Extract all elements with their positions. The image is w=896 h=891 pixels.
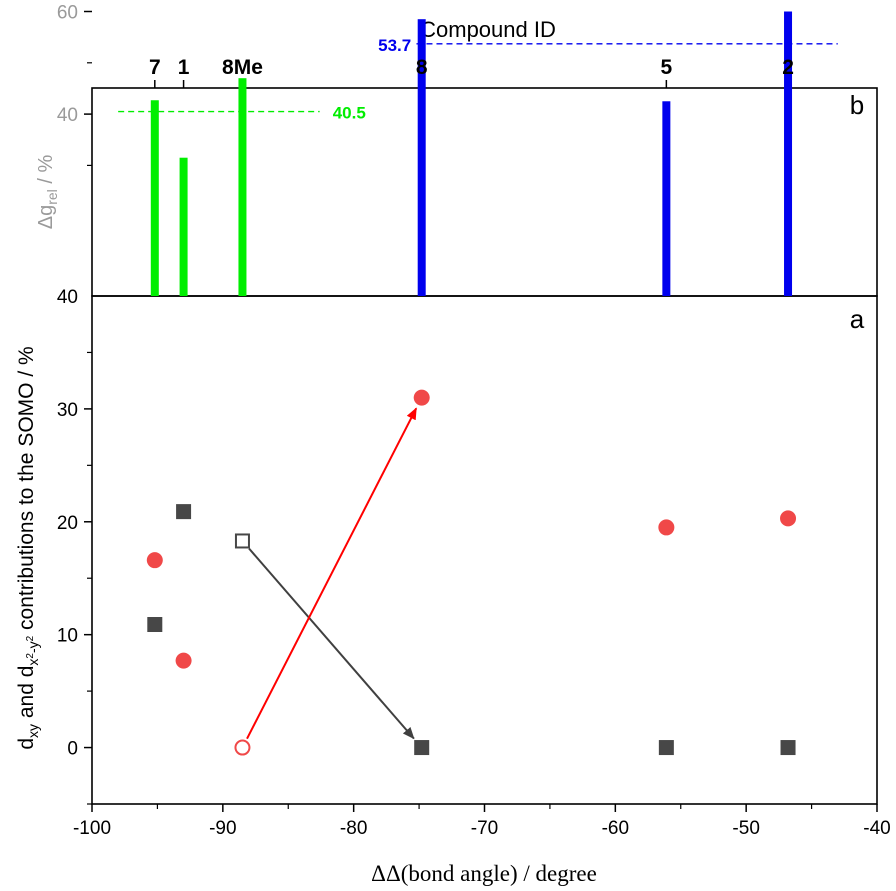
bar-marks	[150, 11, 793, 297]
tick-labels: -100 -90 -80 -70 -60 -50 -40 0 10 20 30 40 60 40 7 1 8Me…	[57, 3, 891, 840]
circle-point	[780, 510, 797, 527]
open-square-point	[234, 533, 250, 549]
square-point	[780, 740, 796, 756]
compound-id-label: 8Me	[222, 56, 263, 79]
panel-label-b: b	[850, 90, 864, 120]
y-tick-label: 0	[67, 739, 78, 760]
panel-a-frame	[91, 295, 878, 805]
bar	[179, 157, 188, 296]
panel-b-y-tick-label: 60	[57, 3, 78, 24]
arrow	[248, 547, 415, 740]
circle-point	[146, 552, 163, 569]
panel-label-a: a	[850, 304, 865, 334]
compound-id-label: 1	[178, 56, 190, 79]
panel-b-y-axis-title-unit: / %	[35, 155, 57, 190]
y-tick-label: 20	[57, 513, 78, 534]
compound-id-label: 2	[782, 56, 794, 79]
compound-id-label: 8	[416, 56, 428, 79]
x-tick-label: -50	[732, 818, 759, 839]
compound-id-label: 5	[661, 56, 673, 79]
bar	[662, 101, 671, 297]
x-tick-label: -80	[340, 818, 367, 839]
circle-point	[413, 389, 430, 406]
panel-b-y-tick-label: 40	[57, 105, 78, 126]
bar	[238, 78, 247, 296]
x-tick-label: -90	[209, 818, 236, 839]
panel-boundary-tick-label: 40	[57, 287, 78, 308]
circle-point	[175, 652, 192, 669]
average-label-blue: 53.7	[378, 36, 411, 55]
x-tick-label: -40	[863, 818, 890, 839]
scatter-marks	[146, 389, 797, 756]
panel-b-frame	[91, 87, 878, 297]
circle-point	[658, 519, 675, 536]
bar	[150, 100, 159, 297]
compound-id-label: 7	[149, 56, 161, 79]
square-point	[147, 617, 163, 633]
x-axis-title: ΔΔ(bond angle) / degree	[371, 861, 597, 886]
bar	[417, 19, 426, 296]
y-tick-label: 10	[57, 626, 78, 647]
arrow	[246, 407, 418, 740]
arrow-marks	[246, 407, 418, 740]
panel-a-y-axis-title: dxy and dx2-y2 contributions to the SOMO…	[15, 346, 41, 749]
x-tick-label: -100	[73, 818, 111, 839]
square-point	[658, 740, 674, 756]
square-point	[176, 504, 192, 520]
x-tick-label: -60	[602, 818, 629, 839]
x-tick-label: -70	[471, 818, 498, 839]
panel-b-y-axis-title: Δgrel / %	[35, 155, 60, 230]
average-lines	[118, 43, 838, 113]
bar	[784, 11, 793, 296]
y-tick-label: 30	[57, 400, 78, 421]
open-circle-point	[234, 739, 251, 756]
axis-ticks	[84, 10, 878, 812]
average-label-green: 40.5	[333, 104, 366, 123]
top-axis-title: Compound ID	[420, 17, 556, 42]
panel-b-y-axis-title-sub: rel	[44, 189, 60, 205]
square-point	[414, 740, 430, 756]
panel-b-y-axis-title-main: Δg	[35, 205, 57, 229]
